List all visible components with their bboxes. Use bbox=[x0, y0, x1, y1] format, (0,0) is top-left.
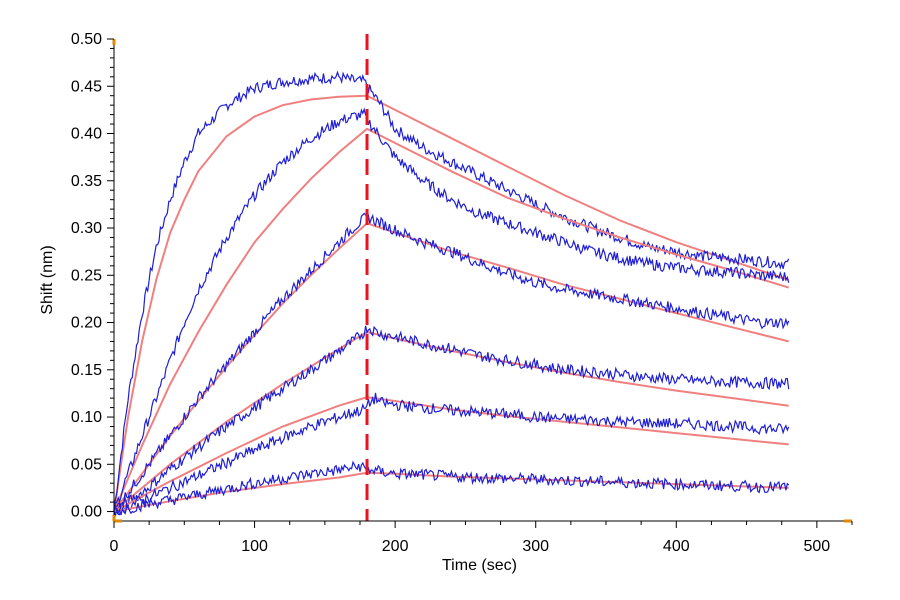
measured-curve-4 bbox=[113, 325, 790, 514]
fit-curve-3 bbox=[113, 222, 789, 513]
y-tick-label: 0.50 bbox=[71, 31, 102, 48]
y-tick-label: 0.25 bbox=[71, 267, 102, 284]
x-tick-label: 400 bbox=[663, 538, 690, 555]
y-tick-label: 0.45 bbox=[71, 78, 102, 95]
y-tick-label: 0.30 bbox=[71, 220, 102, 237]
measured-curve-5 bbox=[113, 392, 790, 516]
fit-curve-6 bbox=[113, 471, 789, 513]
x-axis-title: Time (sec) bbox=[442, 557, 517, 574]
x-tick-label: 100 bbox=[241, 538, 268, 555]
plot-lines bbox=[113, 70, 790, 517]
fit-curve-2 bbox=[113, 127, 789, 512]
x-ticks: 0 100 200 300 400 500 bbox=[110, 521, 853, 555]
y-tick-label: 0.40 bbox=[71, 126, 102, 143]
y-axis-title: Shift (nm) bbox=[39, 245, 56, 314]
measured-curve-3 bbox=[113, 210, 790, 516]
fit-curve-1 bbox=[113, 94, 790, 512]
fit-curve-5 bbox=[113, 396, 789, 513]
measured-curve-6 bbox=[113, 460, 790, 517]
x-tick-label: 300 bbox=[522, 538, 549, 555]
y-tick-label: 0.15 bbox=[71, 362, 102, 379]
axes: 0 100 200 300 400 500 0.00 0.05 0.10 0.15 0.20 0.2… bbox=[71, 31, 853, 555]
y-ticks: 0.00 0.05 0.10 0.15 0.20 0.25 0.30 0.35 0.40 0.45… bbox=[71, 31, 114, 521]
measured-curve-2 bbox=[113, 107, 790, 514]
y-tick-label: 0.35 bbox=[71, 173, 102, 190]
y-tick-label: 0.20 bbox=[71, 315, 102, 332]
y-tick-label: 0.05 bbox=[71, 456, 102, 473]
y-tick-label: 0.10 bbox=[71, 409, 102, 426]
measured-curve-1 bbox=[113, 70, 790, 512]
x-tick-label: 200 bbox=[382, 538, 409, 555]
y-tick-label: 0.00 bbox=[71, 504, 102, 521]
x-tick-label: 0 bbox=[110, 538, 119, 555]
x-tick-label: 500 bbox=[804, 538, 831, 555]
